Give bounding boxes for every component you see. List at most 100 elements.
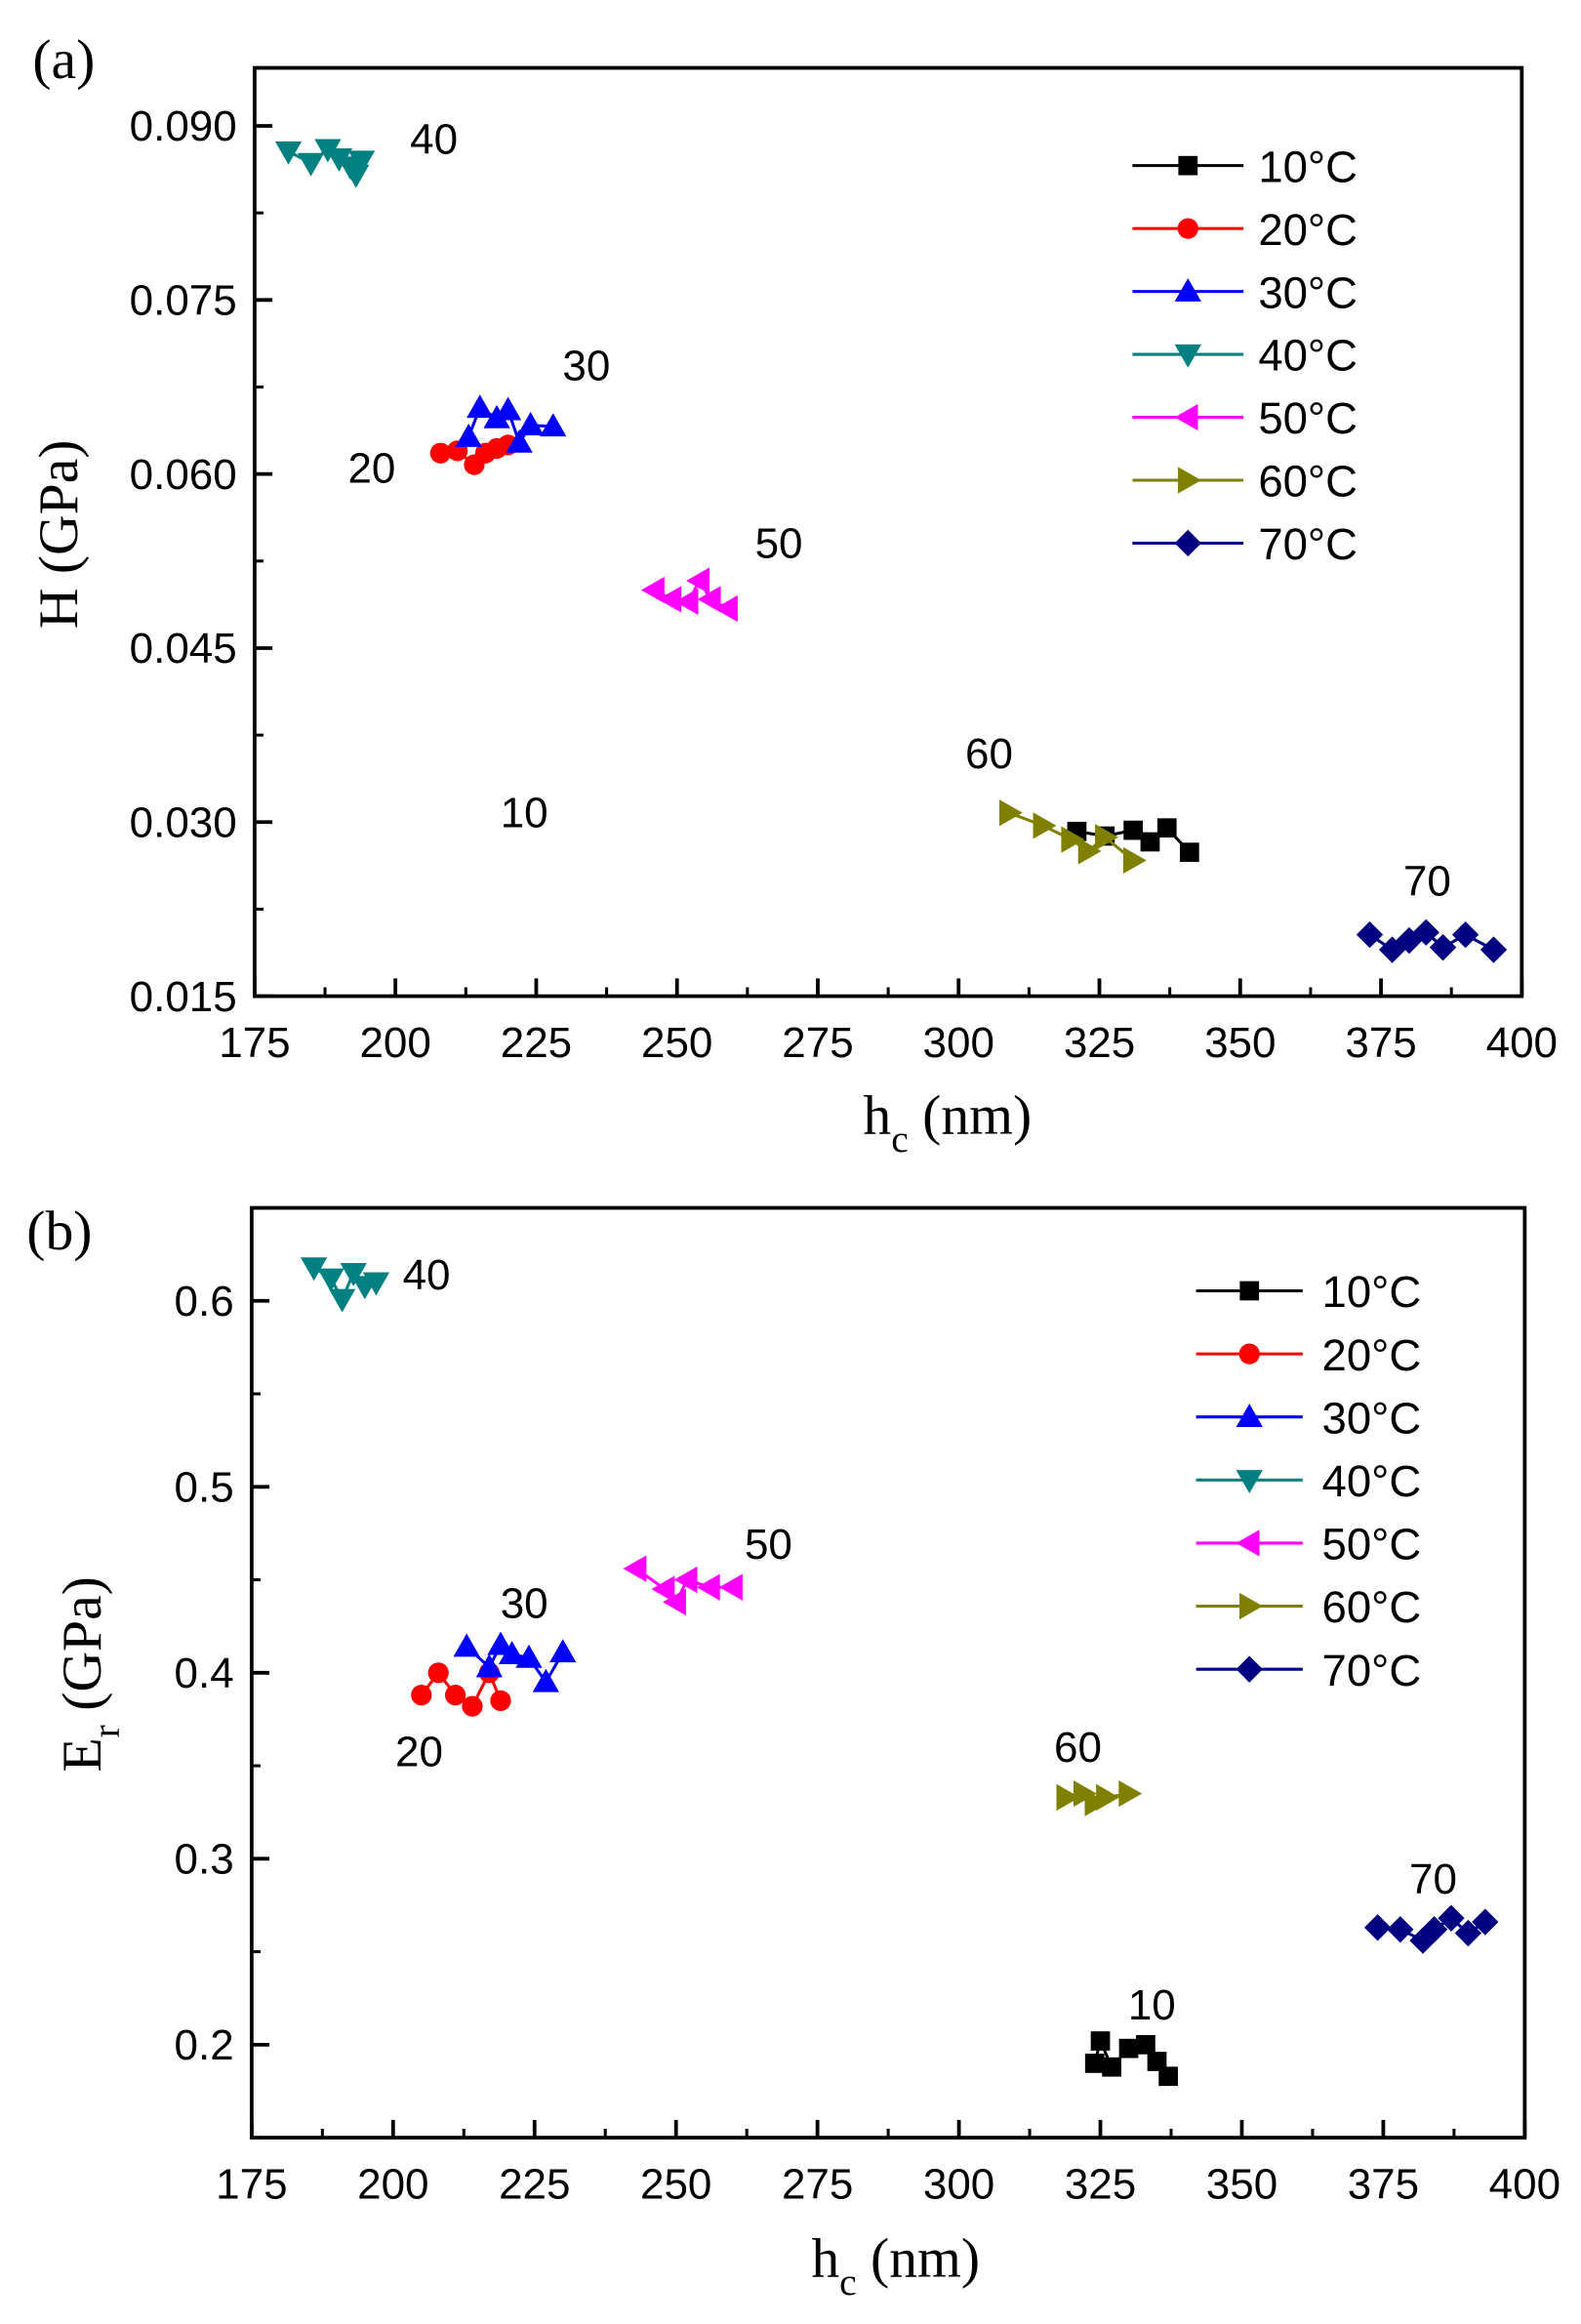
x-tick-label: 325 bbox=[1064, 1019, 1135, 1067]
legend-item: 60°C bbox=[1132, 457, 1358, 507]
data-point bbox=[697, 586, 721, 613]
series-annotation: 60 bbox=[1054, 1724, 1102, 1772]
x-tick-label: 300 bbox=[923, 2160, 994, 2208]
data-point bbox=[515, 1644, 543, 1668]
legend-item: 70°C bbox=[1196, 1646, 1422, 1695]
legend-item: 30°C bbox=[1132, 267, 1358, 317]
panel-b-modulus-chart: (b) 175 200 225 250 275 300 325 350 375 400 0.2 0.3 0… bbox=[26, 1201, 1561, 2304]
series-70 bbox=[1356, 918, 1508, 963]
legend-item: 70°C bbox=[1132, 519, 1358, 569]
data-point bbox=[1480, 936, 1508, 963]
y-tick-label: 0.2 bbox=[175, 2021, 234, 2069]
series-20 bbox=[411, 1662, 511, 1717]
data-point bbox=[455, 423, 482, 447]
legend-label: 50°C bbox=[1322, 1520, 1422, 1570]
legend-item: 60°C bbox=[1196, 1582, 1421, 1632]
data-point bbox=[444, 1685, 466, 1706]
series-50 bbox=[640, 567, 738, 623]
legend-label: 70°C bbox=[1322, 1646, 1422, 1695]
data-point bbox=[328, 1288, 356, 1313]
data-point bbox=[532, 1668, 559, 1692]
data-point bbox=[713, 594, 738, 623]
series-annotation: 40 bbox=[410, 116, 458, 164]
legend-marker bbox=[1236, 1470, 1263, 1493]
x-tick-label: 250 bbox=[640, 2160, 711, 2208]
data-point bbox=[475, 1653, 504, 1678]
data-point bbox=[1102, 2057, 1121, 2077]
legend-label: 10°C bbox=[1258, 142, 1358, 191]
legend-marker bbox=[1239, 1281, 1260, 1301]
data-point bbox=[658, 586, 682, 613]
legend-label: 10°C bbox=[1322, 1267, 1422, 1317]
data-point bbox=[1136, 2034, 1155, 2055]
y-tick-label: 0.030 bbox=[130, 798, 237, 846]
data-point bbox=[696, 1573, 720, 1601]
legend-item: 20°C bbox=[1132, 205, 1358, 255]
data-point bbox=[1356, 920, 1384, 949]
legend-label: 20°C bbox=[1322, 1330, 1422, 1380]
legend-marker bbox=[1177, 218, 1198, 239]
series-30 bbox=[455, 394, 567, 453]
legend-item: 40°C bbox=[1196, 1456, 1422, 1506]
panel-label: (b) bbox=[26, 1201, 92, 1262]
data-point bbox=[674, 588, 699, 616]
series-annotation: 20 bbox=[395, 1728, 443, 1775]
series-annotation: 40 bbox=[403, 1251, 451, 1299]
series-annotation: 30 bbox=[562, 343, 610, 390]
data-point bbox=[490, 1690, 511, 1712]
legend-marker bbox=[1238, 1592, 1263, 1620]
series-60 bbox=[1056, 1779, 1143, 1816]
series-50 bbox=[623, 1555, 743, 1616]
x-tick-label: 225 bbox=[501, 1019, 572, 1067]
panel-a-hardness-chart: (a) 175 200 225 250 275 300 325 350 375 400 0.015 0.… bbox=[28, 29, 1558, 1161]
legend-item: 20°C bbox=[1196, 1330, 1422, 1380]
series-annotation: 70 bbox=[1409, 1855, 1457, 1903]
data-point bbox=[506, 428, 533, 453]
data-point bbox=[343, 164, 370, 188]
data-point bbox=[362, 1272, 390, 1296]
data-point bbox=[1061, 826, 1085, 853]
x-axis-title: hc (nm) bbox=[811, 2228, 980, 2304]
x-tick-label: 375 bbox=[1348, 2160, 1419, 2208]
series-annotation: 10 bbox=[1128, 1981, 1176, 2029]
data-point bbox=[1090, 2031, 1111, 2051]
x-tick-label: 175 bbox=[216, 2160, 287, 2208]
data-point bbox=[427, 1662, 449, 1684]
series-annotation: 10 bbox=[501, 790, 548, 837]
data-point bbox=[466, 394, 494, 419]
data-point bbox=[1084, 2054, 1105, 2073]
data-point bbox=[453, 1633, 480, 1657]
legend-label: 40°C bbox=[1258, 331, 1358, 381]
data-point bbox=[517, 412, 545, 435]
series-annotation: 50 bbox=[755, 520, 803, 568]
data-point bbox=[1179, 842, 1199, 863]
data-point bbox=[1147, 2052, 1167, 2071]
legend-marker bbox=[1178, 467, 1201, 494]
data-point bbox=[340, 1262, 367, 1286]
legend-label: 30°C bbox=[1322, 1393, 1422, 1443]
data-point bbox=[1077, 837, 1102, 865]
data-point bbox=[1158, 2066, 1178, 2087]
data-point bbox=[663, 1588, 686, 1616]
data-point bbox=[494, 396, 522, 421]
x-tick-label: 275 bbox=[782, 2160, 853, 2208]
legend-marker bbox=[1174, 403, 1198, 431]
data-point bbox=[1056, 1783, 1080, 1812]
data-point bbox=[429, 442, 451, 464]
x-tick-label: 225 bbox=[499, 2160, 570, 2208]
legend-item: 50°C bbox=[1196, 1520, 1422, 1570]
y-tick-label: 0.015 bbox=[130, 973, 237, 1021]
data-point bbox=[623, 1555, 647, 1582]
legend-label: 40°C bbox=[1322, 1456, 1422, 1506]
legend-marker bbox=[1236, 1655, 1263, 1683]
legend-marker bbox=[1238, 1343, 1260, 1365]
data-point bbox=[1096, 1783, 1119, 1812]
data-point bbox=[347, 150, 376, 175]
series-60 bbox=[998, 799, 1147, 875]
data-point bbox=[1454, 1919, 1482, 1947]
x-tick-label: 350 bbox=[1204, 1019, 1276, 1067]
data-point bbox=[998, 799, 1023, 827]
legend-marker bbox=[1178, 155, 1198, 176]
data-point bbox=[651, 1575, 675, 1603]
